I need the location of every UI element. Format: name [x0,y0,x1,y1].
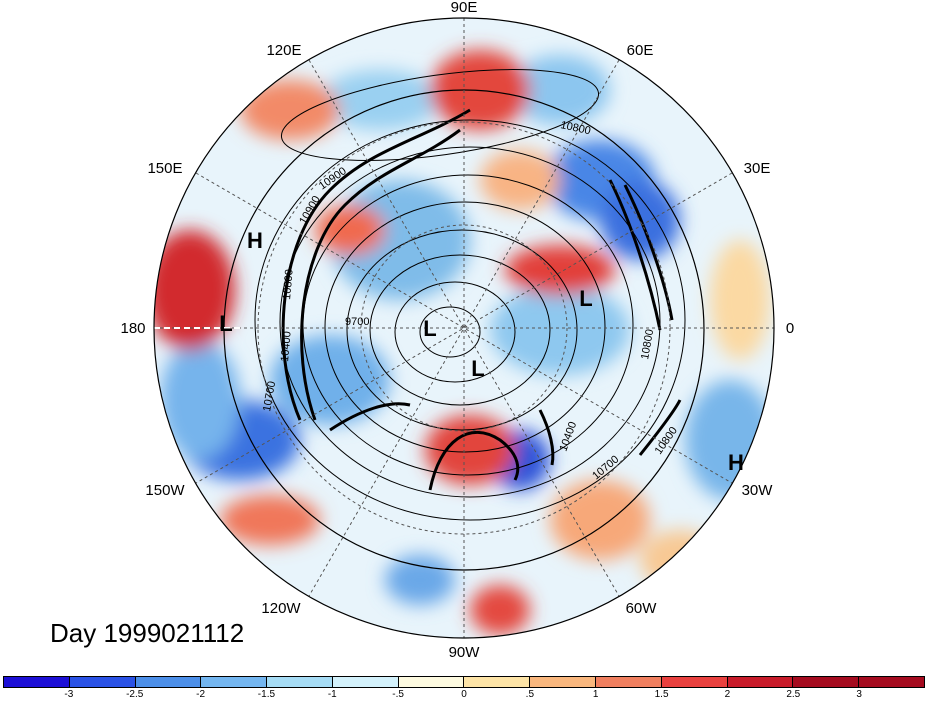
colorbar-ticks: -3 -2.5 -2 -1.5 -1 -.5 0 .5 1 1.5 2 2.5 3 [3,689,925,701]
pressure-center-high: H [728,450,744,475]
contour-label: 10400 [279,331,294,363]
colorbar-tick-label: 2 [724,689,731,700]
contour-label: 9700 [345,316,369,328]
colorbar [3,676,925,688]
pressure-center-low: L [423,316,436,341]
colorbar-tick-label: -1 [327,689,337,700]
colorbar-tick-label: 1.5 [654,689,669,700]
lon-label-120w: 120W [261,600,301,617]
colorbar-segment [792,677,859,687]
colorbar-segment [858,677,924,687]
colorbar-tick-label: -2 [196,689,206,700]
graticule [154,18,774,638]
colorbar-tick-label: 1 [592,689,599,700]
contour-label: 10700 [261,380,278,412]
colorbar-segment [463,677,530,687]
colorbar-segment [397,677,464,687]
lon-label-180: 180 [120,320,145,337]
colorbar-segment [4,677,69,687]
lon-label-60w: 60W [626,600,658,617]
lon-label-30w: 30W [742,482,774,499]
colorbar-segment [529,677,596,687]
colorbar-segment [200,677,267,687]
colorbar-segment [331,677,398,687]
colorbar-tick-label: -1.5 [257,689,276,700]
colorbar-tick-label: 0 [461,689,467,700]
colorbar-tick-label: -.5 [392,689,404,700]
pressure-center-low: L [579,286,592,311]
contour-label: 10800 [281,269,296,301]
lon-label-90w: 90W [449,644,481,660]
colorbar-tick-label: -2.5 [126,689,144,700]
height-contours [223,69,705,571]
jet-contours [281,108,682,491]
colorbar-tick-label: -3 [64,689,74,700]
lon-label-90e: 90E [451,0,478,16]
lon-label-150e: 150E [147,160,182,177]
contour-label: 10800 [639,328,656,360]
colorbar-tick-label: .5 [525,689,535,700]
colorbar-segment [68,677,135,687]
colorbar-tick-label: 3 [856,689,862,700]
colorbar-segment [134,677,201,687]
pressure-center-high: H [247,228,263,253]
colorbar-segment [660,677,727,687]
pressure-center-low: L [219,311,232,336]
polar-map: 90E 60E 30E 0 30W 60W 90W 120W 150W 180 … [120,0,794,660]
lon-label-120e: 120E [266,42,301,59]
pressure-center-low: L [471,356,484,381]
colorbar-segment [266,677,332,687]
lon-label-30e: 30E [744,160,771,177]
lon-label-0: 0 [786,320,794,337]
colorbar-segment [726,677,793,687]
lon-label-60e: 60E [627,42,654,59]
colorbar-segment [595,677,661,687]
map-boundary [153,17,775,639]
day-title: Day 1999021112 [50,618,245,648]
colorbar-tick-label: 2.5 [786,689,801,700]
lon-label-150w: 150W [145,482,185,499]
